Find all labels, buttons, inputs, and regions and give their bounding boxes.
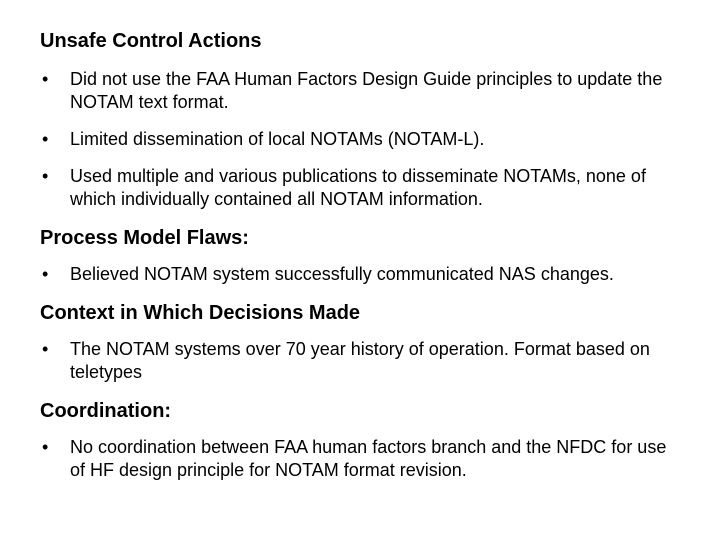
list-item: Limited dissemination of local NOTAMs (N… [40, 128, 680, 151]
bullet-list: The NOTAM systems over 70 year history o… [40, 338, 680, 384]
list-item: Did not use the FAA Human Factors Design… [40, 68, 680, 114]
section-heading-context: Context in Which Decisions Made [40, 300, 680, 326]
section-heading-unsafe-control-actions: Unsafe Control Actions [40, 28, 680, 54]
section-heading-process-model-flaws: Process Model Flaws: [40, 225, 680, 251]
bullet-list: Believed NOTAM system successfully commu… [40, 263, 680, 286]
list-item: Believed NOTAM system successfully commu… [40, 263, 680, 286]
list-item: Used multiple and various publications t… [40, 165, 680, 211]
document-page: Unsafe Control Actions Did not use the F… [0, 0, 720, 516]
bullet-list: Did not use the FAA Human Factors Design… [40, 68, 680, 211]
list-item: The NOTAM systems over 70 year history o… [40, 338, 680, 384]
bullet-list: No coordination between FAA human factor… [40, 436, 680, 482]
list-item: No coordination between FAA human factor… [40, 436, 680, 482]
section-heading-coordination: Coordination: [40, 398, 680, 424]
